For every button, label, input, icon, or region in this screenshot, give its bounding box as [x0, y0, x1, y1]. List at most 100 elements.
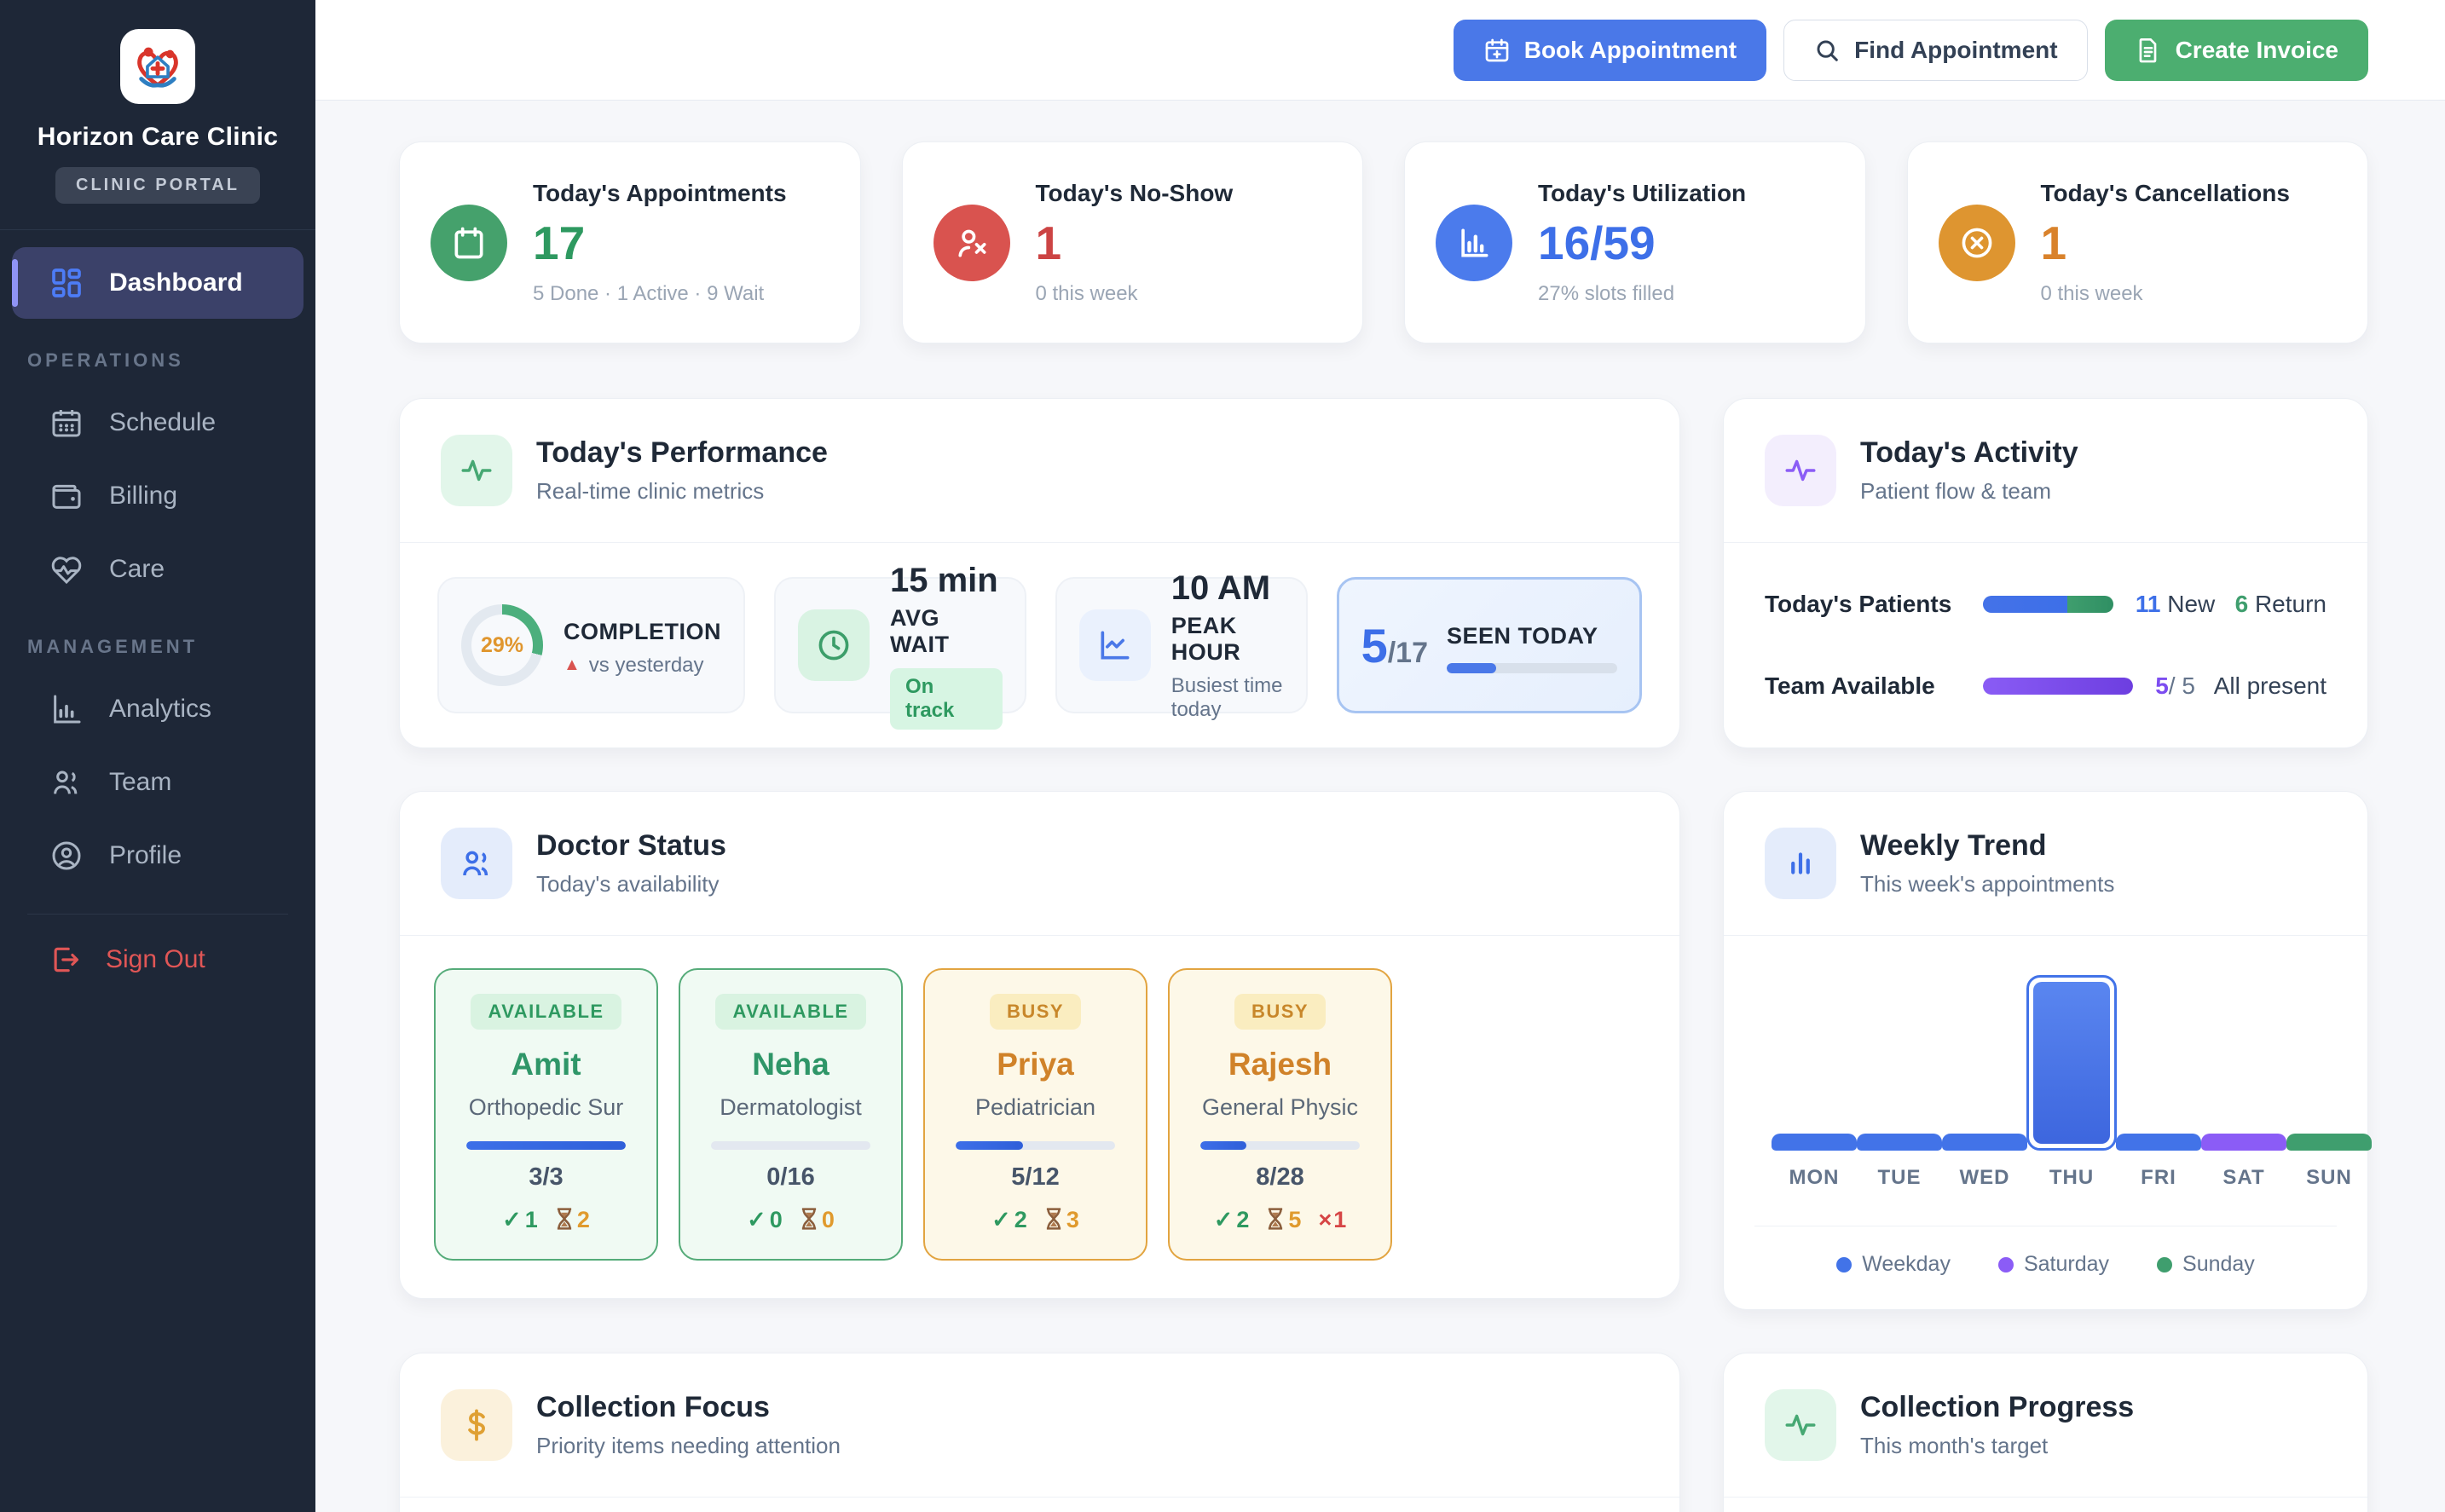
collection-progress-body: Collection Rate 72% [1724, 1498, 2367, 1512]
chart-bar [1857, 1134, 1942, 1151]
waiting-stat: 2 [555, 1207, 590, 1233]
row-doctors: Doctor Status Today's availability AVAIL… [399, 791, 2372, 1310]
seen-total: /17 [1387, 636, 1428, 669]
clinic-logo [120, 29, 195, 104]
doctor-count: 5/12 [1011, 1163, 1060, 1191]
sidebar-item-schedule[interactable]: Schedule [12, 387, 303, 459]
sidebar-item-dashboard[interactable]: Dashboard [12, 247, 303, 319]
seen-progress-track [1447, 662, 1617, 673]
check-icon: 1 [502, 1207, 538, 1233]
doctor-specialty: Pediatrician [974, 1094, 1096, 1120]
search-icon [1817, 40, 1838, 61]
sidebar-item-label: Analytics [109, 695, 212, 723]
axis-tick: MON [1789, 1166, 1840, 1189]
doctor-footer: 2 5 1 [1187, 1207, 1373, 1233]
collection-focus-header: Collection Focus Priority items needing … [400, 1353, 1679, 1498]
axis-tick: TUE [1877, 1166, 1922, 1189]
doctor-status-subtitle: Today's availability [536, 871, 720, 897]
sign-out-button[interactable]: Sign Out [12, 915, 303, 976]
activity-header: Today's Activity Patient flow & team [1724, 399, 2367, 543]
activity-title: Today's Activity [1860, 436, 2078, 469]
weekly-trend-card: Weekly Trend This week's appointments MO… [1723, 791, 2372, 1310]
sidebar-item-label: Team [109, 768, 172, 796]
sidebar-item-care[interactable]: Care [12, 534, 303, 605]
sidebar-item-label: Billing [109, 482, 178, 510]
trend-up-icon: ▲ [564, 655, 581, 674]
create-invoice-label: Create Invoice [2175, 36, 2338, 63]
doctor-progress-track [1200, 1141, 1360, 1150]
patients-new-segment [1983, 596, 2068, 613]
peak-hour-tile: 10 AM PEAK HOUR Busiest time today [1055, 569, 1308, 721]
patients-row: Today's Patients 11 New 6 Return [1765, 591, 2327, 618]
activity-pulse-icon [1765, 1389, 1836, 1461]
team-values: 5/ 5 All present [2155, 672, 2327, 699]
x-circle-icon [1938, 204, 2015, 281]
stat-card-cancellations: Today's Cancellations 1 0 this week [1906, 141, 2368, 343]
book-appointment-button[interactable]: Book Appointment [1453, 19, 1767, 81]
stat-title: Today's Appointments [533, 179, 787, 206]
status-badge: BUSY [1234, 994, 1327, 1030]
line-chart-icon [1078, 609, 1151, 681]
team-label: Team Available [1765, 672, 1935, 699]
peak-hour-sub: Busiest time today [1170, 673, 1283, 721]
collection-focus-subtitle: Priority items needing attention [536, 1433, 841, 1458]
chart-day-column: SUN [2286, 970, 2372, 1190]
activity-body: Today's Patients 11 New 6 Return [1724, 543, 2367, 747]
sidebar-header: Horizon Care Clinic CLINIC PORTAL [0, 0, 315, 230]
sidebar-divider [27, 914, 288, 915]
patients-label: Today's Patients [1765, 591, 1952, 617]
doctor-name: Rajesh [1228, 1047, 1332, 1082]
doctor-count: 8/28 [1256, 1163, 1304, 1191]
bar-chart-icon [54, 695, 81, 724]
dollar-icon [441, 1389, 512, 1461]
sidebar-item-profile[interactable]: Profile [12, 820, 303, 892]
patients-bar [1983, 596, 2113, 613]
create-invoice-button[interactable]: Create Invoice [2104, 19, 2368, 81]
highlighted-bar-outline [2026, 975, 2117, 1151]
collection-progress-title: Collection Progress [1860, 1391, 2135, 1423]
calendar-icon [52, 410, 81, 437]
waiting-stat: 3 [1044, 1207, 1079, 1233]
check-icon: 2 [1214, 1207, 1249, 1233]
collection-progress-card: Collection Progress This month's target … [1723, 1353, 2368, 1512]
chart-bar [2286, 1134, 2372, 1151]
user-circle-icon [52, 841, 81, 870]
seen-progress-fill [1447, 662, 1496, 673]
weekly-trend-header: Weekly Trend This week's appointments [1724, 792, 2367, 936]
axis-tick: SUN [2306, 1166, 2352, 1189]
doctor-status-header: Doctor Status Today's availability [400, 792, 1679, 936]
sidebar-item-analytics[interactable]: Analytics [12, 673, 303, 745]
users-icon [441, 828, 512, 899]
doctor-name: Priya [997, 1047, 1074, 1082]
chart-day-column: WED [1942, 970, 2027, 1190]
invoice-file-icon [2139, 38, 2156, 62]
sidebar-item-team[interactable]: Team [12, 747, 303, 818]
collection-focus-body: Overdue Payments Needs immediate follow-… [400, 1498, 1679, 1512]
stat-sub: 0 this week [2040, 281, 2143, 305]
chart-bar [2033, 982, 2110, 1144]
legend-sunday: Sunday [2157, 1252, 2255, 1277]
dashboard-grid-icon [52, 268, 81, 297]
find-appointment-button[interactable]: Find Appointment [1783, 19, 2088, 81]
calendar-plus-icon [1485, 38, 1509, 61]
peak-hour-label: PEAK HOUR [1170, 612, 1241, 665]
chart-bar [1942, 1134, 2027, 1151]
team-row: Team Available 5/ 5 All present [1765, 672, 2327, 700]
doctor-name: Amit [511, 1047, 581, 1082]
doctor-progress-fill [956, 1141, 1023, 1150]
activity-subtitle: Patient flow & team [1860, 478, 2051, 504]
seen-today-label: SEEN TODAY [1447, 622, 1598, 649]
stat-value: 16/59 [1538, 216, 1656, 269]
stat-value: 1 [1035, 216, 1062, 269]
performance-header: Today's Performance Real-time clinic met… [400, 399, 1679, 543]
doctor-status-card: Doctor Status Today's availability AVAIL… [399, 791, 1680, 1299]
patients-values: 11 New 6 Return [2135, 591, 2327, 617]
collection-progress-subtitle: This month's target [1860, 1433, 2049, 1458]
activity-pulse-icon [1765, 435, 1836, 506]
sidebar-item-billing[interactable]: Billing [12, 460, 303, 532]
mini-bars-icon [1765, 828, 1836, 899]
clinic-logo-icon [137, 47, 178, 88]
chart-day-column: THU [2026, 970, 2117, 1190]
team-bar [1983, 678, 2134, 695]
peak-hour-value: 10 AM [1170, 568, 1271, 607]
